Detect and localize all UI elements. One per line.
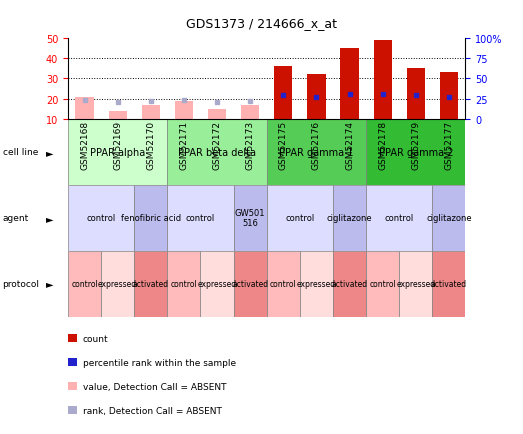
Text: protocol: protocol [3, 279, 40, 289]
Text: ciglitazone: ciglitazone [327, 214, 372, 223]
Bar [407, 69, 425, 119]
Text: control: control [384, 214, 414, 223]
Text: control: control [71, 279, 98, 289]
FancyBboxPatch shape [68, 119, 167, 185]
Text: PPAR gamma 2: PPAR gamma 2 [379, 148, 453, 158]
FancyBboxPatch shape [333, 251, 366, 317]
FancyBboxPatch shape [101, 251, 134, 317]
Text: agent: agent [3, 214, 29, 223]
Text: ciglitazone: ciglitazone [426, 214, 472, 223]
Text: activated: activated [332, 279, 368, 289]
Text: expressed: expressed [198, 279, 236, 289]
Text: value, Detection Call = ABSENT: value, Detection Call = ABSENT [83, 382, 226, 391]
Bar [373, 41, 392, 119]
FancyBboxPatch shape [167, 119, 267, 185]
Bar [340, 49, 359, 119]
FancyBboxPatch shape [333, 185, 366, 251]
Text: PPAR alpha: PPAR alpha [90, 148, 145, 158]
Text: control: control [186, 214, 215, 223]
Bar [440, 73, 458, 119]
FancyBboxPatch shape [68, 185, 134, 251]
Text: ►: ► [46, 279, 53, 289]
Text: control: control [170, 279, 197, 289]
Text: rank, Detection Call = ABSENT: rank, Detection Call = ABSENT [83, 406, 222, 414]
FancyBboxPatch shape [234, 185, 267, 251]
FancyBboxPatch shape [267, 185, 333, 251]
FancyBboxPatch shape [433, 185, 465, 251]
Text: PPAR beta delta: PPAR beta delta [178, 148, 256, 158]
FancyBboxPatch shape [68, 251, 101, 317]
FancyBboxPatch shape [267, 251, 300, 317]
Text: GDS1373 / 214666_x_at: GDS1373 / 214666_x_at [186, 17, 337, 30]
FancyBboxPatch shape [366, 251, 399, 317]
Text: control: control [86, 214, 116, 223]
FancyBboxPatch shape [167, 251, 200, 317]
FancyBboxPatch shape [167, 185, 234, 251]
Text: expressed: expressed [98, 279, 137, 289]
Text: activated: activated [431, 279, 467, 289]
FancyBboxPatch shape [366, 185, 433, 251]
Bar [241, 105, 259, 119]
FancyBboxPatch shape [300, 251, 333, 317]
Text: percentile rank within the sample: percentile rank within the sample [83, 358, 236, 367]
Text: control: control [369, 279, 396, 289]
Text: expressed: expressed [297, 279, 336, 289]
Text: control: control [270, 279, 297, 289]
Bar [308, 75, 325, 119]
Text: activated: activated [133, 279, 169, 289]
Text: expressed: expressed [396, 279, 435, 289]
FancyBboxPatch shape [134, 251, 167, 317]
FancyBboxPatch shape [234, 251, 267, 317]
Bar [175, 102, 193, 119]
Text: ►: ► [46, 213, 53, 223]
Bar [109, 112, 127, 119]
FancyBboxPatch shape [366, 119, 465, 185]
Text: ►: ► [46, 148, 53, 158]
FancyBboxPatch shape [134, 185, 167, 251]
Text: count: count [83, 334, 108, 343]
Bar [208, 109, 226, 119]
Text: fenofibric acid: fenofibric acid [121, 214, 181, 223]
Bar [75, 97, 94, 119]
FancyBboxPatch shape [433, 251, 465, 317]
Text: cell line: cell line [3, 148, 38, 157]
Bar [142, 105, 160, 119]
FancyBboxPatch shape [200, 251, 234, 317]
FancyBboxPatch shape [399, 251, 433, 317]
Text: GW501
516: GW501 516 [235, 208, 265, 228]
Bar [274, 67, 292, 119]
Text: PPAR gamma 1: PPAR gamma 1 [279, 148, 354, 158]
Text: activated: activated [232, 279, 268, 289]
Text: control: control [285, 214, 314, 223]
FancyBboxPatch shape [267, 119, 366, 185]
